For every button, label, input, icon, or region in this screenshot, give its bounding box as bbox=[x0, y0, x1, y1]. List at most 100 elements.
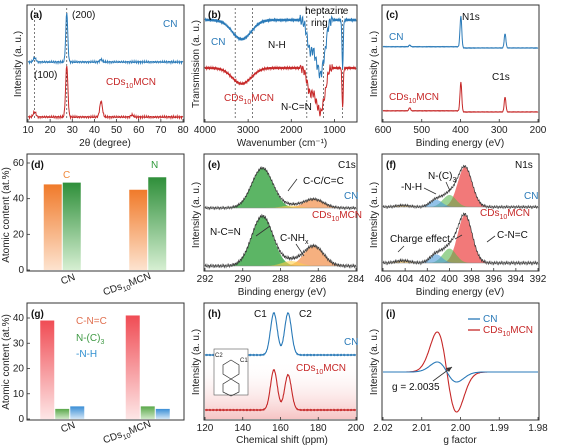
ytick-label: 20 bbox=[13, 229, 25, 240]
panel-b-cds-trace bbox=[204, 64, 357, 117]
panel-c-cn-trace bbox=[382, 15, 539, 50]
panel-e: 292 290 288 286 284 (e) C1s C-C/C=C CN CDs10… bbox=[191, 153, 365, 298]
panel-g-xtick-cds10mcn: CDs10MCN bbox=[102, 419, 153, 445]
panel-a-tick-label: 50 bbox=[111, 125, 123, 136]
nc3-pointer bbox=[445, 181, 451, 192]
bar-c-n-c-1 bbox=[125, 315, 140, 419]
legend-cn: CN bbox=[211, 37, 225, 48]
panel-c-xlabel: Binding energy (eV) bbox=[416, 138, 504, 149]
panel-f-tick-label: 398 bbox=[463, 274, 480, 285]
fitted-peak-1-0 bbox=[205, 216, 356, 266]
ncn-annotation: N-C=N bbox=[210, 227, 241, 238]
panel-b-ylabel: Transmission (a. u.) bbox=[191, 20, 202, 108]
ytick-label: 10 bbox=[13, 389, 25, 400]
panel-a-tick-label: 70 bbox=[155, 125, 167, 136]
panel-h-ylabel: Intensity (a. u.) bbox=[191, 329, 202, 395]
c1-annotation: C1 bbox=[254, 309, 267, 320]
panel-i-label: (i) bbox=[386, 309, 395, 320]
legend-cds10mcn: CDs10MCN bbox=[483, 325, 533, 338]
panel-e-ylabel: Intensity (a. u.) bbox=[191, 182, 202, 248]
panel-i-xticks: 2.02 2.01 2.00 1.99 1.98 bbox=[373, 417, 548, 434]
panel-d-yticks: 0 20 40 60 bbox=[13, 158, 30, 276]
inset-c1-label: C1 bbox=[240, 358, 248, 364]
panel-g-ylabel: Atomic content (at.%) bbox=[1, 314, 12, 410]
panel-a-tick-label: 80 bbox=[177, 125, 189, 136]
bar-c-n-c-0 bbox=[40, 320, 55, 419]
panel-e-tick-label: 288 bbox=[272, 274, 289, 285]
bar--n-h-1 bbox=[155, 408, 170, 419]
fitted-peak-1-1 bbox=[383, 248, 538, 263]
heptazine-annotation-line2: ring bbox=[311, 18, 328, 29]
panel-a-tick-label: 40 bbox=[89, 125, 101, 136]
panel-c-xticks: 600 500 400 300 200 bbox=[375, 119, 547, 136]
n1s-title: N1s bbox=[515, 160, 533, 171]
panel-g-label: (g) bbox=[31, 309, 44, 320]
legend-cn: CN bbox=[483, 314, 497, 325]
nh-annotation: -N-H bbox=[401, 182, 422, 193]
panel-a-xlabel: 2θ (degree) bbox=[79, 138, 131, 149]
panel-h-xticks: 120 140 160 180 200 bbox=[197, 417, 365, 434]
panel-f-tick-label: 406 bbox=[375, 274, 392, 285]
panel-e-tick-label: 290 bbox=[234, 274, 251, 285]
charge-pointer-right bbox=[454, 234, 463, 240]
panel-b-cn-trace bbox=[204, 14, 357, 79]
panel-e-label: (e) bbox=[208, 160, 220, 171]
panel-c-label: (c) bbox=[386, 10, 398, 21]
charge-pointer-left bbox=[397, 245, 405, 253]
panel-c-tick-label: 300 bbox=[491, 125, 508, 136]
legend-n: N bbox=[151, 160, 158, 171]
panel-d-label: (d) bbox=[31, 160, 44, 171]
panel-c-tick-label: 500 bbox=[413, 125, 430, 136]
c1s-title: C1s bbox=[338, 160, 356, 171]
legend-cds10mcn: CDs10MCN bbox=[106, 77, 156, 90]
panel-g-yticks: 0 10 20 30 40 bbox=[13, 313, 30, 425]
ncn-pointer bbox=[255, 225, 271, 237]
bar-c-0 bbox=[43, 184, 62, 270]
nc3-annotation: N-(C)3 bbox=[428, 171, 456, 184]
panel-h-tick-label: 200 bbox=[348, 423, 365, 434]
bar-n-0 bbox=[62, 182, 81, 270]
heptazine-structure-inset: C2 C1 bbox=[213, 348, 248, 397]
panel-i-tick-label: 2.01 bbox=[412, 423, 432, 434]
g-value-annotation: g = 2.0035 bbox=[392, 382, 440, 393]
ytick-label: 0 bbox=[18, 265, 24, 276]
ytick-label: 20 bbox=[13, 364, 25, 375]
inset-ring-bottom bbox=[222, 378, 240, 397]
panel-c: 600 500 400 300 200 (c) N1s C1s CN CDs10MCN … bbox=[369, 4, 547, 149]
panel-a-cn-trace bbox=[27, 13, 184, 66]
envelope-0 bbox=[204, 166, 357, 211]
panel-f-frame bbox=[381, 153, 540, 272]
panel-b-tick-label: 3000 bbox=[237, 125, 260, 136]
cnhx-annotation: C-NHx bbox=[280, 233, 309, 246]
cc-pointer bbox=[287, 178, 298, 192]
panel-b-label: (b) bbox=[208, 10, 221, 21]
legend-cds10mcn: CDs10MCN bbox=[296, 363, 346, 376]
panel-h-tick-label: 160 bbox=[272, 423, 289, 434]
panel-a: 10 20 30 40 50 60 70 80 (a) (200) (100) CN CDs1… bbox=[13, 4, 189, 149]
legend-cds10mcn: CDs10MCN bbox=[389, 92, 439, 105]
panel-f: 406 404 402 400 398 396 394 392 (f) N1s N-(C)3 … bbox=[369, 153, 547, 298]
cnc-pointer bbox=[486, 235, 496, 243]
panel-i-frame bbox=[381, 302, 540, 421]
bar-n-c-3-1 bbox=[140, 406, 155, 419]
g-value-arrowhead bbox=[446, 367, 452, 372]
panel-h-cds-trace bbox=[204, 369, 357, 412]
fitted-peak-1-1 bbox=[205, 246, 356, 266]
panel-a-tick-label: 60 bbox=[133, 125, 145, 136]
heptazine-annotation-line1: heptazine bbox=[305, 6, 349, 17]
panel-e-xlabel: Binding energy (eV) bbox=[238, 287, 326, 298]
panel-b-xlabel: Wavenumber (cm⁻¹) bbox=[237, 138, 327, 149]
panel-g-frame bbox=[26, 302, 185, 421]
panel-i-tick-label: 1.98 bbox=[528, 423, 548, 434]
cnhx-pointer bbox=[295, 243, 305, 257]
panel-d-xtick-cds10mcn: CDs10MCN bbox=[102, 271, 153, 300]
c1s-annotation: C1s bbox=[492, 72, 510, 83]
panel-c-tick-label: 400 bbox=[452, 125, 469, 136]
panel-g: 0 10 20 30 40 (g) C-N=C N-(C)3 -N-H Atomic c… bbox=[1, 302, 185, 445]
panel-a-xticks: 10 20 30 40 50 60 70 80 bbox=[22, 119, 189, 136]
ytick-label: 0 bbox=[18, 414, 24, 425]
panel-e-tick-label: 284 bbox=[348, 274, 365, 285]
panel-i: 2.02 2.01 2.00 1.99 1.98 (i) CN CDs10MCN g =… bbox=[369, 302, 548, 445]
fitted-peak-1-2 bbox=[205, 261, 356, 266]
